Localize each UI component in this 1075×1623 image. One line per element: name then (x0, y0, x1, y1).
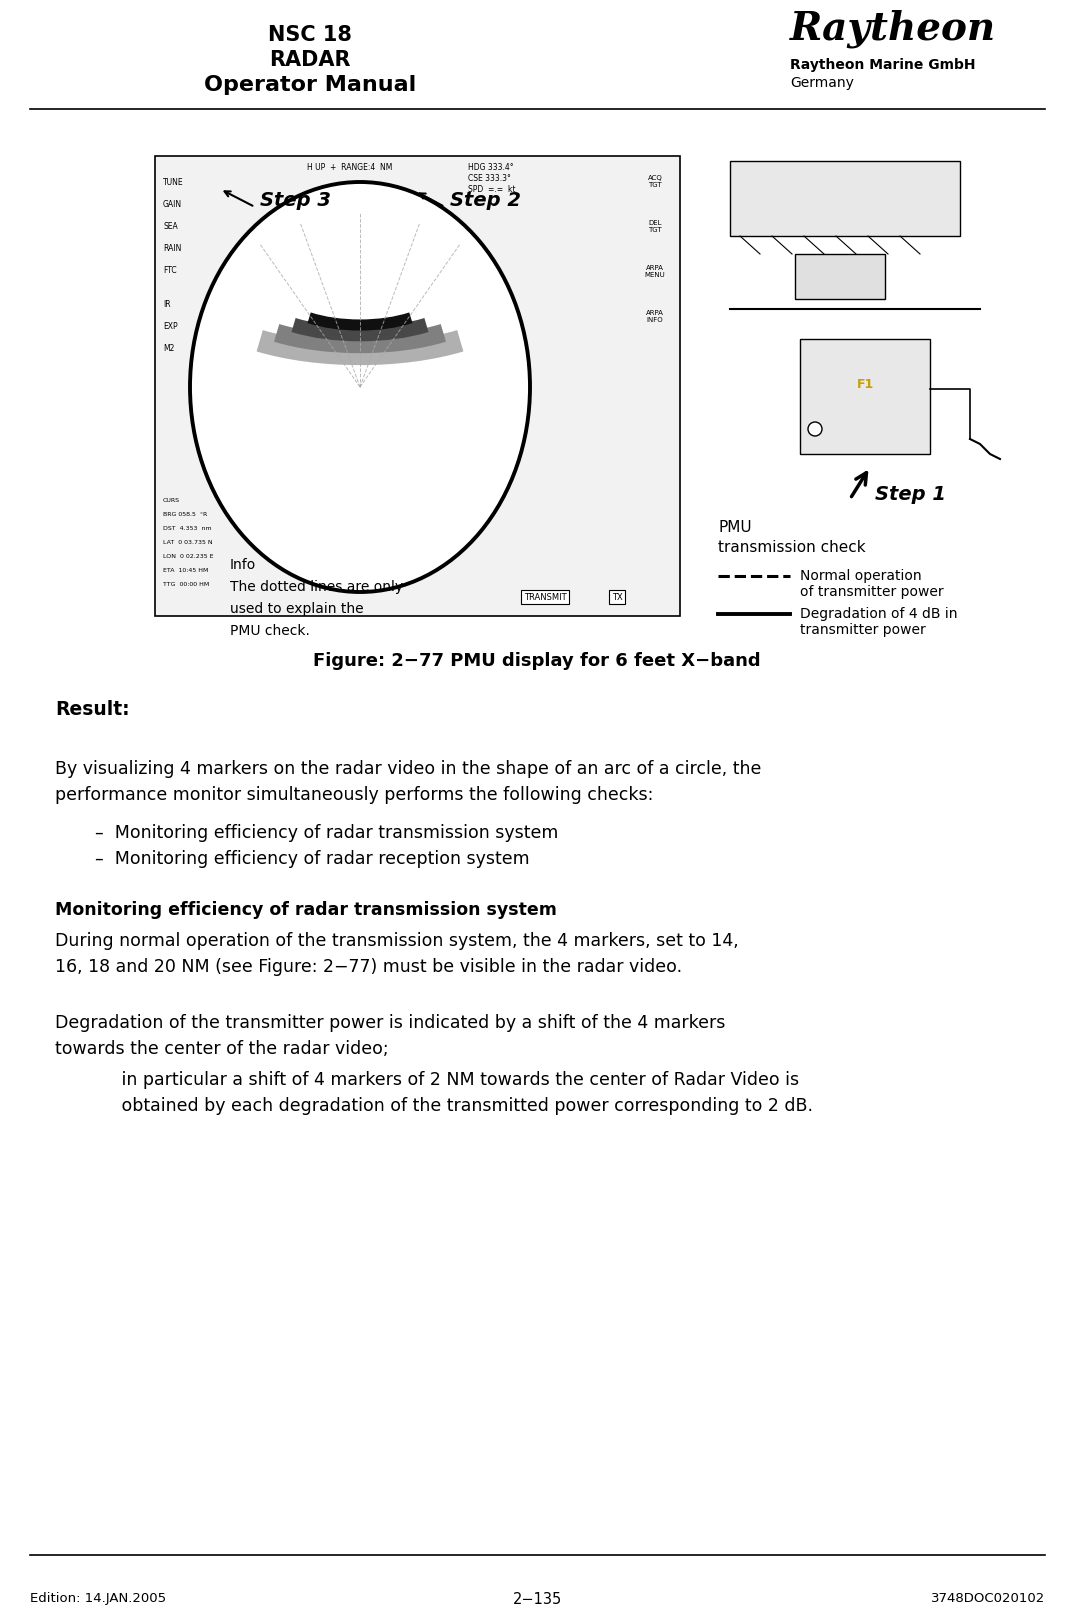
Text: 2−135: 2−135 (513, 1591, 561, 1607)
Text: TX: TX (612, 592, 622, 602)
Text: transmission check: transmission check (718, 540, 865, 555)
Text: ETA  10:45 HM: ETA 10:45 HM (163, 568, 209, 573)
Text: Figure: 2−77 PMU display for 6 feet X−band: Figure: 2−77 PMU display for 6 feet X−ba… (313, 651, 761, 670)
Text: EXP: EXP (163, 321, 177, 331)
Text: CSE 333.3°: CSE 333.3° (468, 174, 511, 183)
Text: CURS: CURS (163, 498, 180, 503)
Text: DEL
TGT: DEL TGT (648, 219, 662, 232)
Bar (155, 157, 680, 617)
Text: Normal operation: Normal operation (800, 568, 921, 583)
Text: During normal operation of the transmission system, the 4 markers, set to 14,: During normal operation of the transmiss… (55, 932, 739, 949)
Text: GAIN: GAIN (163, 200, 182, 209)
Text: H UP  +  RANGE:4  NM: H UP + RANGE:4 NM (307, 162, 392, 172)
Text: BRG 058.5  °R: BRG 058.5 °R (163, 511, 207, 516)
Text: FTC: FTC (163, 266, 176, 274)
Text: By visualizing 4 markers on the radar video in the shape of an arc of a circle, : By visualizing 4 markers on the radar vi… (55, 760, 761, 777)
Text: PMU check.: PMU check. (230, 623, 310, 638)
Text: ACQ
TGT: ACQ TGT (647, 175, 662, 188)
Text: Monitoring efficiency of radar transmission system: Monitoring efficiency of radar transmiss… (55, 901, 557, 919)
Text: RAIN: RAIN (163, 243, 182, 253)
Text: TTG  00:00 HM: TTG 00:00 HM (163, 581, 210, 586)
Text: Edition: 14.JAN.2005: Edition: 14.JAN.2005 (30, 1591, 167, 1604)
Text: M2: M2 (163, 344, 174, 352)
Text: DST  4.353  nm: DST 4.353 nm (163, 526, 212, 531)
Text: –  Monitoring efficiency of radar reception system: – Monitoring efficiency of radar recepti… (95, 849, 530, 867)
Text: IR: IR (163, 300, 171, 308)
Text: LON  0 02.235 E: LON 0 02.235 E (163, 553, 214, 558)
Text: TRANSMIT: TRANSMIT (524, 592, 567, 602)
Text: TUNE: TUNE (163, 179, 184, 187)
Text: towards the center of the radar video;: towards the center of the radar video; (55, 1039, 389, 1057)
Text: Germany: Germany (790, 76, 854, 89)
Text: –  Monitoring efficiency of radar transmission system: – Monitoring efficiency of radar transmi… (95, 823, 558, 841)
Text: obtained by each degradation of the transmitted power corresponding to 2 dB.: obtained by each degradation of the tran… (105, 1096, 813, 1115)
Text: Raytheon: Raytheon (790, 10, 997, 49)
Text: ARPA
INFO: ARPA INFO (646, 310, 664, 323)
Text: F1: F1 (857, 378, 874, 391)
Text: Step 3: Step 3 (260, 190, 331, 209)
Text: SEA: SEA (163, 222, 177, 230)
Text: 16, 18 and 20 NM (see Figure: 2−77) must be visible in the radar video.: 16, 18 and 20 NM (see Figure: 2−77) must… (55, 958, 683, 975)
Text: RADAR: RADAR (269, 50, 350, 70)
Bar (796, 255, 885, 300)
Text: LAT  0 03.735 N: LAT 0 03.735 N (163, 540, 213, 545)
Text: Operator Manual: Operator Manual (204, 75, 416, 94)
Text: performance monitor simultaneously performs the following checks:: performance monitor simultaneously perfo… (55, 786, 654, 803)
Text: Info: Info (230, 558, 256, 571)
Text: Step 1: Step 1 (875, 485, 946, 505)
Bar (730, 162, 960, 237)
Text: Degradation of 4 dB in: Degradation of 4 dB in (800, 607, 958, 620)
Text: Raytheon Marine GmbH: Raytheon Marine GmbH (790, 58, 975, 71)
Text: The dotted lines are only: The dotted lines are only (230, 579, 403, 594)
Text: of transmitter power: of transmitter power (800, 584, 944, 599)
Text: SPD  =.=  kt: SPD =.= kt (468, 185, 516, 193)
Text: 3748DOC020102: 3748DOC020102 (931, 1591, 1045, 1604)
Circle shape (808, 422, 822, 437)
Text: HDG 333.4°: HDG 333.4° (468, 162, 514, 172)
Text: transmitter power: transmitter power (800, 623, 926, 636)
Text: Step 2: Step 2 (450, 190, 521, 209)
Text: used to explain the: used to explain the (230, 602, 363, 615)
Text: NSC 18: NSC 18 (268, 24, 352, 45)
Text: ARPA
MENU: ARPA MENU (645, 265, 665, 278)
Ellipse shape (190, 183, 530, 592)
Text: Result:: Result: (55, 700, 130, 719)
Text: Degradation of the transmitter power is indicated by a shift of the 4 markers: Degradation of the transmitter power is … (55, 1013, 726, 1031)
Text: PMU: PMU (718, 519, 751, 534)
Text: in particular a shift of 4 markers of 2 NM towards the center of Radar Video is: in particular a shift of 4 markers of 2 … (105, 1070, 799, 1089)
Bar (800, 339, 930, 454)
